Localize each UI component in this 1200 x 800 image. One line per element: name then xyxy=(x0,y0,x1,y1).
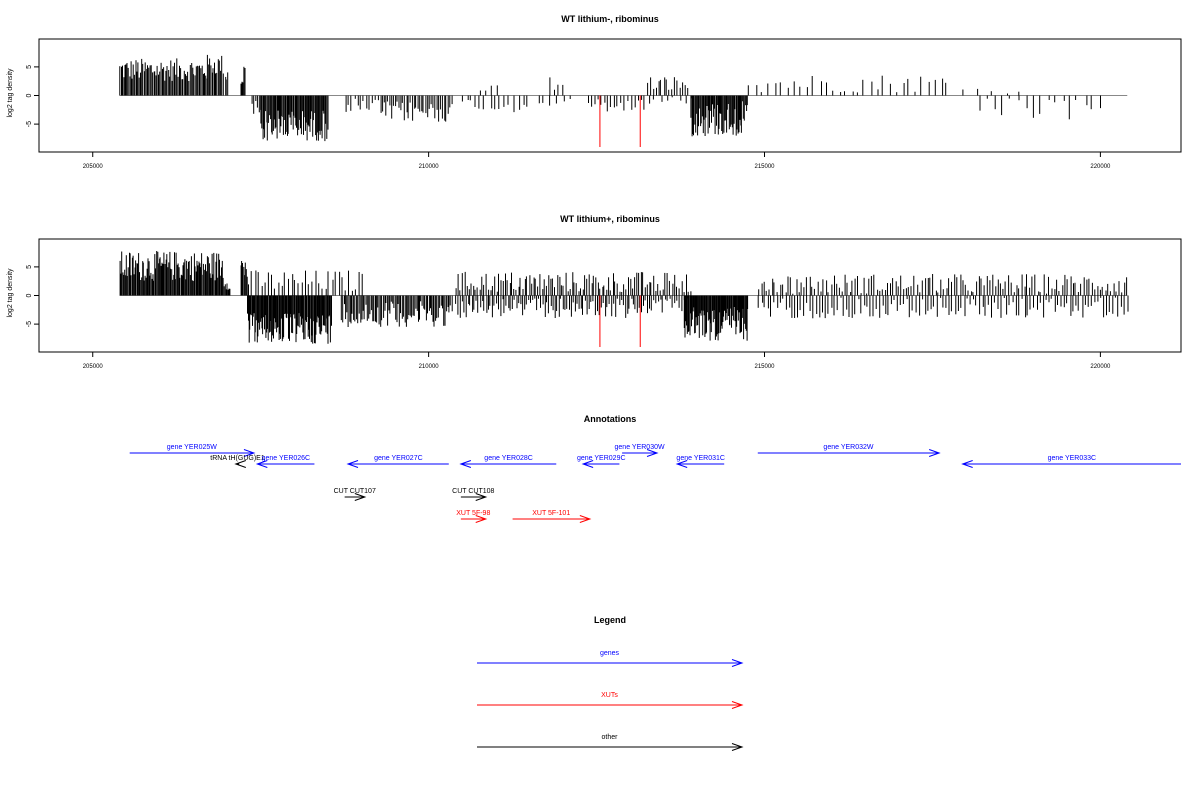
feature-arrowhead xyxy=(928,449,941,457)
legend-title: Legend xyxy=(594,615,626,625)
feature-arrowhead xyxy=(243,449,256,457)
y-axis-label: log2 tag density xyxy=(7,68,14,118)
x-tick-label: 220000 xyxy=(1090,364,1111,370)
feature-arrow: gene YER030W xyxy=(615,444,665,457)
feature-label: XUT 5F-101 xyxy=(532,510,570,517)
legend-arrowhead xyxy=(731,701,744,709)
feature-arrowhead xyxy=(646,449,659,457)
feature-label: tRNA tH(GUG)E1 xyxy=(210,455,265,462)
feature-arrowhead xyxy=(354,493,367,501)
legend-item: genes xyxy=(477,650,744,667)
feature-label: gene YER030W xyxy=(615,444,665,451)
feature-label: CUT CUT107 xyxy=(334,488,376,495)
feature-arrow: XUT 5F-98 xyxy=(456,510,490,523)
legend-arrowhead xyxy=(731,743,744,751)
feature-label: gene YER032W xyxy=(823,444,873,451)
feature-arrow: gene YER028C xyxy=(459,455,557,468)
annotations-title: Annotations xyxy=(584,414,637,424)
feature-arrow: tRNA tH(GUG)E1 xyxy=(210,455,265,468)
feature-arrow: gene YER026C xyxy=(255,455,315,468)
legend-arrowhead xyxy=(731,659,744,667)
feature-label: gene YER026C xyxy=(262,455,311,462)
feature-label: gene YER031C xyxy=(676,455,725,462)
feature-arrowhead xyxy=(346,460,359,468)
feature-arrow: gene YER029C xyxy=(577,455,626,468)
chart-title: WT lithium+, ribominus xyxy=(560,214,660,224)
legend: Legend genes XUTs other xyxy=(477,615,744,751)
x-tick-label: 205000 xyxy=(83,364,104,370)
legend-label: other xyxy=(602,734,619,741)
y-tick-label: 5 xyxy=(26,265,33,269)
legend-label: genes xyxy=(600,650,620,657)
feature-arrowhead xyxy=(475,515,488,523)
data-bars xyxy=(119,54,1128,147)
chart-title: WT lithium-, ribominus xyxy=(561,14,659,24)
feature-label: gene YER033C xyxy=(1048,455,1097,462)
x-tick-label: 210000 xyxy=(419,164,440,170)
y-axis-label: log2 tag density xyxy=(7,268,14,318)
chart-panel-lithium-minus: WT lithium-, ribominus log2 tag density … xyxy=(7,14,1182,170)
feature-arrowhead xyxy=(475,493,488,501)
x-tick-label: 210000 xyxy=(419,364,440,370)
axes: 205000 210000 215000 220000 5 0 -5 xyxy=(26,65,1111,170)
feature-label: gene YER028C xyxy=(484,455,533,462)
feature-arrowhead xyxy=(255,460,268,468)
feature-arrowhead xyxy=(234,460,246,468)
y-tick-label: 0 xyxy=(26,93,33,97)
feature-label: gene YER027C xyxy=(374,455,423,462)
feature-arrowhead xyxy=(675,460,688,468)
data-bars xyxy=(119,251,1129,347)
feature-arrow: gene YER032W xyxy=(757,444,941,457)
legend-items: genes XUTs other xyxy=(477,650,744,751)
x-tick-label: 220000 xyxy=(1090,164,1111,170)
feature-arrow: gene YER025W xyxy=(129,444,256,457)
legend-label: XUTs xyxy=(601,692,618,699)
y-tick-label: -5 xyxy=(26,121,33,127)
feature-arrow: CUT CUT108 xyxy=(452,488,495,501)
feature-label: XUT 5F-98 xyxy=(456,510,490,517)
legend-item: XUTs xyxy=(477,692,744,709)
x-tick-label: 205000 xyxy=(83,164,104,170)
feature-arrowhead xyxy=(579,515,592,523)
feature-arrow: gene YER031C xyxy=(675,455,725,468)
y-tick-label: 5 xyxy=(26,65,33,69)
feature-label: gene YER025W xyxy=(167,444,217,451)
feature-label: CUT CUT108 xyxy=(452,488,494,495)
y-tick-label: -5 xyxy=(26,321,33,327)
feature-arrowhead xyxy=(581,460,594,468)
y-tick-label: 0 xyxy=(26,293,33,297)
feature-arrow: gene YER027C xyxy=(346,455,449,468)
feature-arrow: XUT 5F-101 xyxy=(512,510,592,523)
axes: 205000 210000 215000 220000 5 0 -5 xyxy=(26,265,1111,370)
feature-arrow: CUT CUT107 xyxy=(334,488,376,501)
feature-arrowhead xyxy=(459,460,472,468)
feature-label: gene YER029C xyxy=(577,455,626,462)
chart-panel-lithium-plus: WT lithium+, ribominus log2 tag density … xyxy=(7,214,1182,370)
legend-item: other xyxy=(477,734,744,751)
feature-arrowhead xyxy=(961,460,973,468)
x-tick-label: 215000 xyxy=(754,364,775,370)
feature-arrow: gene YER033C xyxy=(961,455,1181,468)
x-tick-label: 215000 xyxy=(754,164,775,170)
